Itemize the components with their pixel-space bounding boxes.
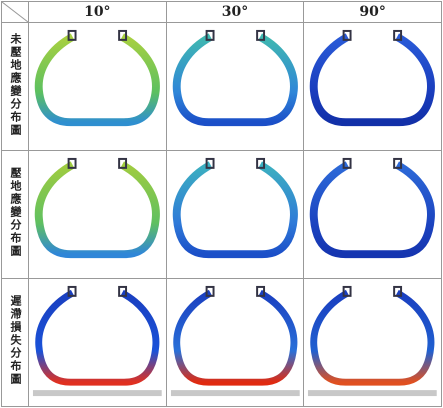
corner-diagonal [2,2,28,22]
tire-plot [167,279,304,406]
tire-plot [304,23,441,150]
tire-section [39,165,156,254]
tire-section [39,37,156,122]
tire-plot [29,151,166,278]
tire-plot [167,23,304,150]
tire-section [176,37,293,122]
image-cell [29,279,167,407]
tire-section [176,165,293,254]
table-row: 遲滯損失分布圖 [2,279,442,407]
image-cell [166,151,304,279]
image-cell [304,23,442,151]
ground [33,390,162,396]
page: 10° 30° 90° 未壓地應變分布圖 壓地應變分布圖 [0,0,443,408]
figure-table: 10° 30° 90° 未壓地應變分布圖 壓地應變分布圖 [1,1,442,407]
tire-plot [29,279,166,406]
row-label-cell: 未壓地應變分布圖 [2,23,29,151]
image-cell [166,23,304,151]
tire-section [314,165,431,254]
ground [308,390,437,396]
row-label-cell: 遲滯損失分布圖 [2,279,29,407]
tire-plot [304,279,441,406]
image-cell [304,151,442,279]
header-row: 10° 30° 90° [2,2,442,23]
row-label: 遲滯損失分布圖 [7,295,23,386]
tire-section [39,293,156,382]
column-header: 90° [304,2,442,23]
corner [2,2,29,23]
ground [171,390,300,396]
row-label: 未壓地應變分布圖 [7,33,23,137]
image-cell [29,23,167,151]
tire-plot [29,23,166,150]
image-cell [166,279,304,407]
tire-plot [304,151,441,278]
column-header: 30° [166,2,304,23]
tire-section [314,37,431,122]
row-label-cell: 壓地應變分布圖 [2,151,29,279]
table-row: 未壓地應變分布圖 [2,23,442,151]
row-label: 壓地應變分布圖 [7,167,23,258]
image-cell [304,279,442,407]
tire-plot [167,151,304,278]
tire-section [314,293,431,382]
table-row: 壓地應變分布圖 [2,151,442,279]
tire-section [176,293,293,382]
image-cell [29,151,167,279]
column-header: 10° [29,2,167,23]
